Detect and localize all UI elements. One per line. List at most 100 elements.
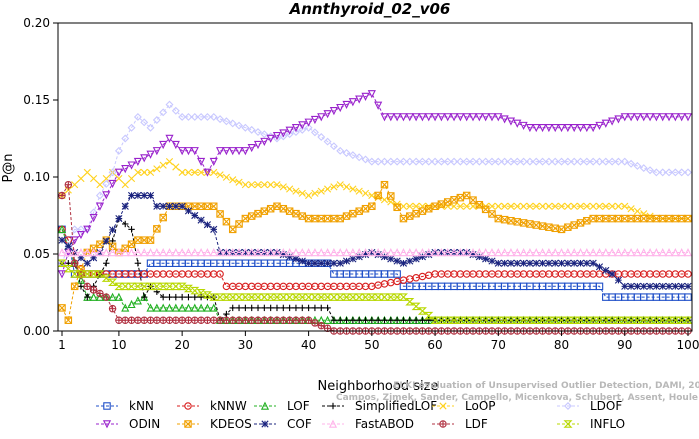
data-point	[311, 259, 319, 267]
data-point	[96, 240, 104, 248]
data-point	[141, 293, 148, 301]
data-point	[367, 248, 376, 257]
legend-marker	[439, 402, 447, 410]
data-point	[272, 132, 282, 141]
legend-item-ldof: LDOF	[557, 399, 622, 413]
legend-marker	[564, 402, 572, 410]
legend-marker	[184, 420, 192, 428]
data-point	[602, 266, 610, 275]
data-point	[146, 236, 155, 244]
data-point	[298, 121, 307, 130]
data-point	[247, 212, 256, 220]
data-point	[260, 137, 269, 147]
data-point	[349, 209, 357, 218]
legend-label: SimplifiedLOF	[355, 399, 437, 413]
data-point	[368, 202, 376, 211]
data-point	[633, 282, 642, 290]
legend-label: FastABOD	[355, 417, 414, 431]
data-point	[570, 202, 578, 210]
data-point	[551, 248, 560, 257]
data-point	[184, 303, 193, 312]
data-point	[127, 174, 136, 183]
data-point	[76, 231, 86, 240]
data-point	[101, 274, 111, 282]
data-point	[405, 157, 414, 166]
data-point	[545, 202, 553, 210]
data-point	[671, 113, 680, 122]
data-point	[191, 293, 198, 301]
data-point	[583, 259, 591, 267]
data-point	[532, 157, 541, 166]
data-point	[437, 113, 446, 122]
data-point	[627, 248, 636, 257]
data-point	[108, 248, 117, 257]
data-point	[658, 168, 667, 177]
data-point	[589, 259, 597, 267]
data-point	[633, 161, 642, 170]
data-point	[152, 282, 162, 291]
data-point	[203, 248, 212, 257]
data-point	[103, 260, 110, 267]
data-point	[677, 113, 686, 122]
data-point	[424, 157, 433, 166]
data-point	[462, 157, 471, 166]
data-point	[241, 181, 249, 189]
x-axis-label: Neighborhood size	[318, 379, 439, 394]
data-point	[399, 248, 408, 257]
data-point	[304, 214, 313, 223]
y-tick-label: 0.00	[23, 324, 50, 338]
data-point	[684, 214, 692, 223]
data-point	[121, 181, 129, 189]
series-line	[61, 93, 688, 275]
data-point	[538, 202, 547, 210]
data-point	[165, 248, 174, 257]
legend-label: LDOF	[590, 399, 622, 413]
data-point	[336, 181, 344, 189]
data-point	[127, 123, 136, 132]
data-point	[171, 106, 180, 115]
data-point	[235, 304, 243, 312]
series-ldof	[58, 100, 692, 268]
y-tick-label: 0.05	[23, 247, 50, 261]
x-tick-label: 1	[58, 338, 66, 352]
data-point	[197, 112, 206, 121]
data-point	[235, 178, 243, 186]
data-point	[260, 316, 269, 324]
data-point	[190, 112, 199, 121]
data-point	[639, 316, 649, 324]
data-point	[278, 293, 288, 301]
data-point	[133, 157, 142, 167]
legend-item-odin: ODIN	[96, 417, 160, 431]
data-point	[614, 214, 623, 223]
data-point	[374, 248, 383, 257]
data-point	[456, 248, 465, 257]
data-point	[450, 196, 458, 204]
data-point	[209, 303, 218, 312]
data-point	[532, 202, 540, 210]
data-point	[456, 113, 465, 122]
data-point	[298, 212, 307, 220]
data-point	[361, 155, 370, 164]
data-point	[348, 151, 357, 160]
data-point	[525, 248, 535, 257]
data-point	[393, 113, 402, 122]
data-point	[576, 202, 585, 210]
data-point	[272, 248, 282, 257]
data-point	[285, 293, 295, 301]
data-point	[487, 113, 497, 122]
data-point	[158, 282, 168, 291]
data-point	[430, 248, 440, 257]
data-point	[670, 316, 680, 324]
data-point	[203, 112, 212, 121]
data-point	[607, 316, 617, 324]
data-point	[127, 282, 137, 291]
data-point	[102, 179, 111, 188]
data-point	[323, 185, 332, 193]
data-point	[83, 168, 91, 176]
data-point	[405, 248, 414, 257]
data-point	[305, 304, 312, 312]
data-point	[469, 202, 477, 210]
data-point	[115, 316, 123, 324]
data-point	[564, 259, 572, 267]
data-point	[114, 292, 123, 301]
